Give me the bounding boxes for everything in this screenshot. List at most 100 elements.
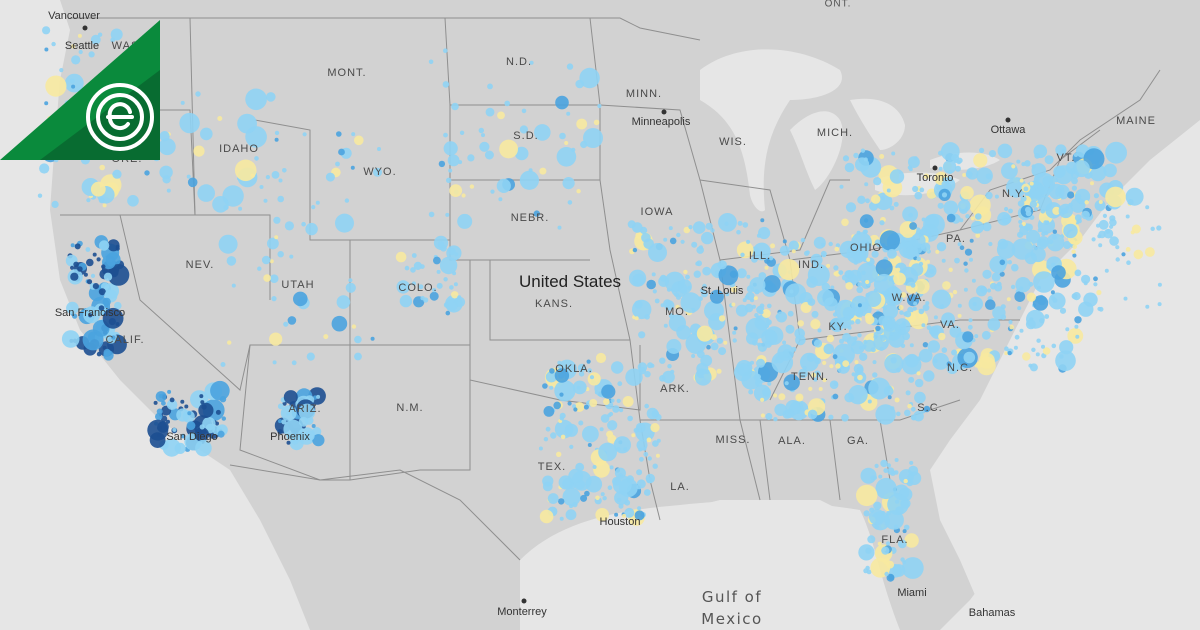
map-bubble[interactable] xyxy=(1065,327,1070,332)
map-bubble[interactable] xyxy=(976,167,993,185)
map-bubble[interactable] xyxy=(1029,200,1037,208)
map-bubble[interactable] xyxy=(824,297,838,311)
map-bubble[interactable] xyxy=(519,170,540,190)
map-bubble[interactable] xyxy=(941,312,955,327)
map-bubble[interactable] xyxy=(688,225,693,230)
map-bubble[interactable] xyxy=(953,159,958,164)
map-bubble[interactable] xyxy=(344,198,350,203)
map-bubble[interactable] xyxy=(1073,153,1078,157)
map-bubble[interactable] xyxy=(908,376,915,383)
map-bubble[interactable] xyxy=(90,34,101,45)
map-bubble[interactable] xyxy=(668,226,673,231)
map-bubble[interactable] xyxy=(625,368,643,386)
map-bubble[interactable] xyxy=(273,216,281,224)
map-bubble[interactable] xyxy=(857,195,866,204)
map-bubble[interactable] xyxy=(941,192,948,198)
map-bubble[interactable] xyxy=(558,498,565,505)
map-bubble[interactable] xyxy=(1041,344,1045,349)
map-bubble[interactable] xyxy=(569,481,577,489)
map-bubble[interactable] xyxy=(311,205,316,210)
map-bubble[interactable] xyxy=(99,164,105,171)
map-bubble[interactable] xyxy=(987,318,1001,331)
map-bubble[interactable] xyxy=(890,470,896,476)
map-bubble[interactable] xyxy=(1157,302,1162,307)
map-bubble[interactable] xyxy=(410,267,416,273)
map-bubble[interactable] xyxy=(1096,289,1102,296)
map-bubble[interactable] xyxy=(775,314,780,319)
map-bubble[interactable] xyxy=(1031,347,1036,352)
map-bubble[interactable] xyxy=(1115,245,1120,250)
map-bubble[interactable] xyxy=(680,292,702,313)
map-bubble[interactable] xyxy=(304,430,315,441)
map-bubble[interactable] xyxy=(127,195,139,207)
map-bubble[interactable] xyxy=(683,226,691,234)
map-bubble[interactable] xyxy=(666,287,672,292)
map-bubble[interactable] xyxy=(602,496,607,501)
map-bubble[interactable] xyxy=(1083,292,1098,307)
map-bubble[interactable] xyxy=(903,478,908,484)
map-bubble[interactable] xyxy=(180,433,186,439)
map-bubble[interactable] xyxy=(302,132,307,137)
map-bubble[interactable] xyxy=(77,266,83,272)
map-bubble[interactable] xyxy=(1037,184,1042,189)
map-bubble[interactable] xyxy=(61,330,80,348)
map-bubble[interactable] xyxy=(1071,185,1077,191)
map-bubble[interactable] xyxy=(420,295,425,301)
map-bubble[interactable] xyxy=(595,508,609,522)
map-bubble[interactable] xyxy=(186,174,191,179)
map-bubble[interactable] xyxy=(436,269,441,274)
map-bubble[interactable] xyxy=(101,264,106,269)
map-bubble[interactable] xyxy=(1050,290,1055,295)
map-bubble[interactable] xyxy=(932,353,950,370)
map-bubble[interactable] xyxy=(217,116,223,121)
map-bubble[interactable] xyxy=(618,503,624,509)
map-bubble[interactable] xyxy=(269,259,274,264)
map-bubble[interactable] xyxy=(692,221,706,234)
map-bubble[interactable] xyxy=(514,146,529,161)
map-bubble[interactable] xyxy=(610,398,615,403)
map-bubble[interactable] xyxy=(896,411,901,417)
map-bubble[interactable] xyxy=(771,351,794,374)
map-bubble[interactable] xyxy=(851,372,856,377)
map-bubble[interactable] xyxy=(773,393,778,398)
map-bubble[interactable] xyxy=(257,266,262,271)
map-bubble[interactable] xyxy=(798,368,808,379)
map-bubble[interactable] xyxy=(180,100,185,105)
map-bubble[interactable] xyxy=(311,424,316,428)
map-bubble[interactable] xyxy=(823,343,835,355)
map-bubble[interactable] xyxy=(874,463,879,468)
map-bubble[interactable] xyxy=(677,279,692,294)
map-bubble[interactable] xyxy=(277,251,284,258)
map-bubble[interactable] xyxy=(1051,343,1057,349)
map-bubble[interactable] xyxy=(841,414,849,422)
map-bubble[interactable] xyxy=(555,95,569,110)
map-bubble[interactable] xyxy=(442,81,450,88)
map-bubble[interactable] xyxy=(220,362,226,367)
map-bubble[interactable] xyxy=(573,407,578,412)
map-bubble[interactable] xyxy=(833,381,839,386)
map-bubble[interactable] xyxy=(832,343,855,366)
map-bubble[interactable] xyxy=(291,360,297,366)
map-bubble[interactable] xyxy=(908,167,913,172)
map-bubble[interactable] xyxy=(899,323,907,331)
map-bubble[interactable] xyxy=(498,197,503,202)
map-bubble[interactable] xyxy=(639,456,644,462)
map-bubble[interactable] xyxy=(807,298,816,306)
map-bubble[interactable] xyxy=(663,323,668,328)
map-bubble[interactable] xyxy=(351,324,357,329)
map-bubble[interactable] xyxy=(889,331,894,336)
map-bubble[interactable] xyxy=(730,286,738,293)
map-bubble[interactable] xyxy=(970,220,984,234)
map-bubble[interactable] xyxy=(562,487,581,506)
map-bubble[interactable] xyxy=(946,361,952,367)
map-bubble[interactable] xyxy=(886,319,896,329)
map-bubble[interactable] xyxy=(866,569,872,575)
map-bubble[interactable] xyxy=(281,419,287,425)
map-bubble[interactable] xyxy=(891,151,896,156)
map-bubble[interactable] xyxy=(875,477,897,500)
map-bubble[interactable] xyxy=(987,288,991,293)
map-bubble[interactable] xyxy=(871,194,881,204)
map-bubble[interactable] xyxy=(648,243,667,262)
map-bubble[interactable] xyxy=(830,285,835,290)
map-bubble[interactable] xyxy=(936,186,940,191)
